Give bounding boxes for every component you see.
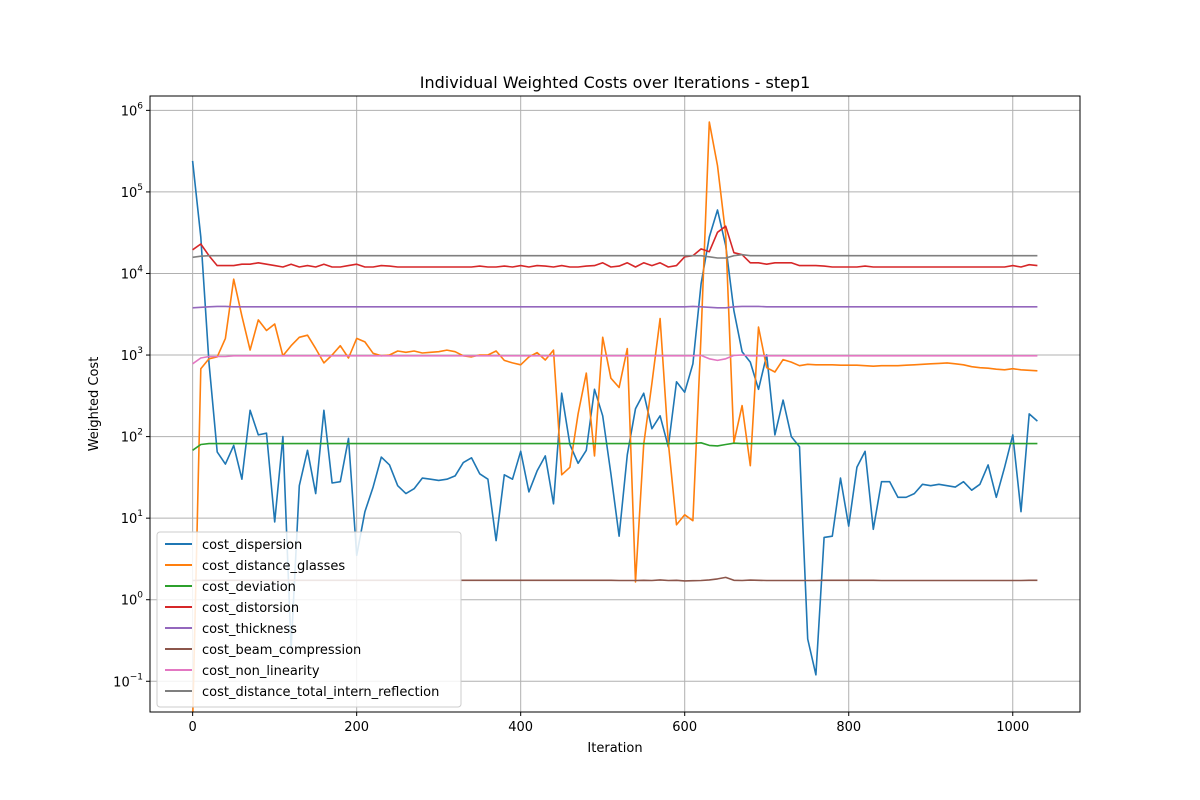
legend-label: cost_thickness [202,622,297,637]
legend: cost_dispersion cost_distance_glassescost… [156,531,462,708]
series-line-cost-distance-glasses [192,121,1038,712]
legend-label: cost_distance_total_intern_reflection [202,685,439,700]
legend-label: cost_distorsion [202,601,299,616]
legend-label: cost_dispersion [202,538,302,553]
y-tick-label: 10−1 [113,672,143,690]
y-tick-label: 106 [121,101,144,119]
series-line-cost-deviation [192,441,1038,451]
series-line-cost-distance-total-intern-reflection [192,253,1038,259]
plot-frame [149,95,1081,713]
y-tick-label: 101 [121,509,143,527]
y-tick-label: 102 [121,428,143,446]
x-tick-label: 200 [344,720,369,735]
x-tick-label: 400 [508,720,533,735]
x-tick-label: 600 [672,720,697,735]
legend-box [156,531,462,708]
series-line-cost-non-linearity [192,354,1038,365]
legend-label: cost_non_linearity [202,664,320,679]
chart-title: Individual Weighted Costs over Iteration… [420,73,811,92]
y-axis-label: Weighted Cost [87,357,102,452]
y-tick-label: 105 [121,183,143,201]
x-tick-label: 800 [836,720,861,735]
series-line-cost-thickness [192,305,1038,309]
series-line-cost-distorsion [192,225,1038,268]
y-tick-label: 104 [121,264,144,282]
y-axis: 10−1 100 101 102 103 104 105 106 [113,101,150,690]
legend-label: cost_beam_compression [202,643,361,658]
series-line-cost-dispersion [191,160,1038,676]
y-tick-label: 103 [121,346,143,364]
legend-label: cost_distance_glasses [202,559,345,574]
y-tick-label: 100 [121,591,144,609]
x-axis-label: Iteration [587,741,642,756]
legend-label: cost_deviation [202,580,296,595]
x-tick-label: 0 [189,720,197,735]
x-axis: 0 200 400 600 800 1000 [189,712,1029,735]
x-tick-label: 1000 [996,720,1029,735]
series-layer [191,121,1038,712]
